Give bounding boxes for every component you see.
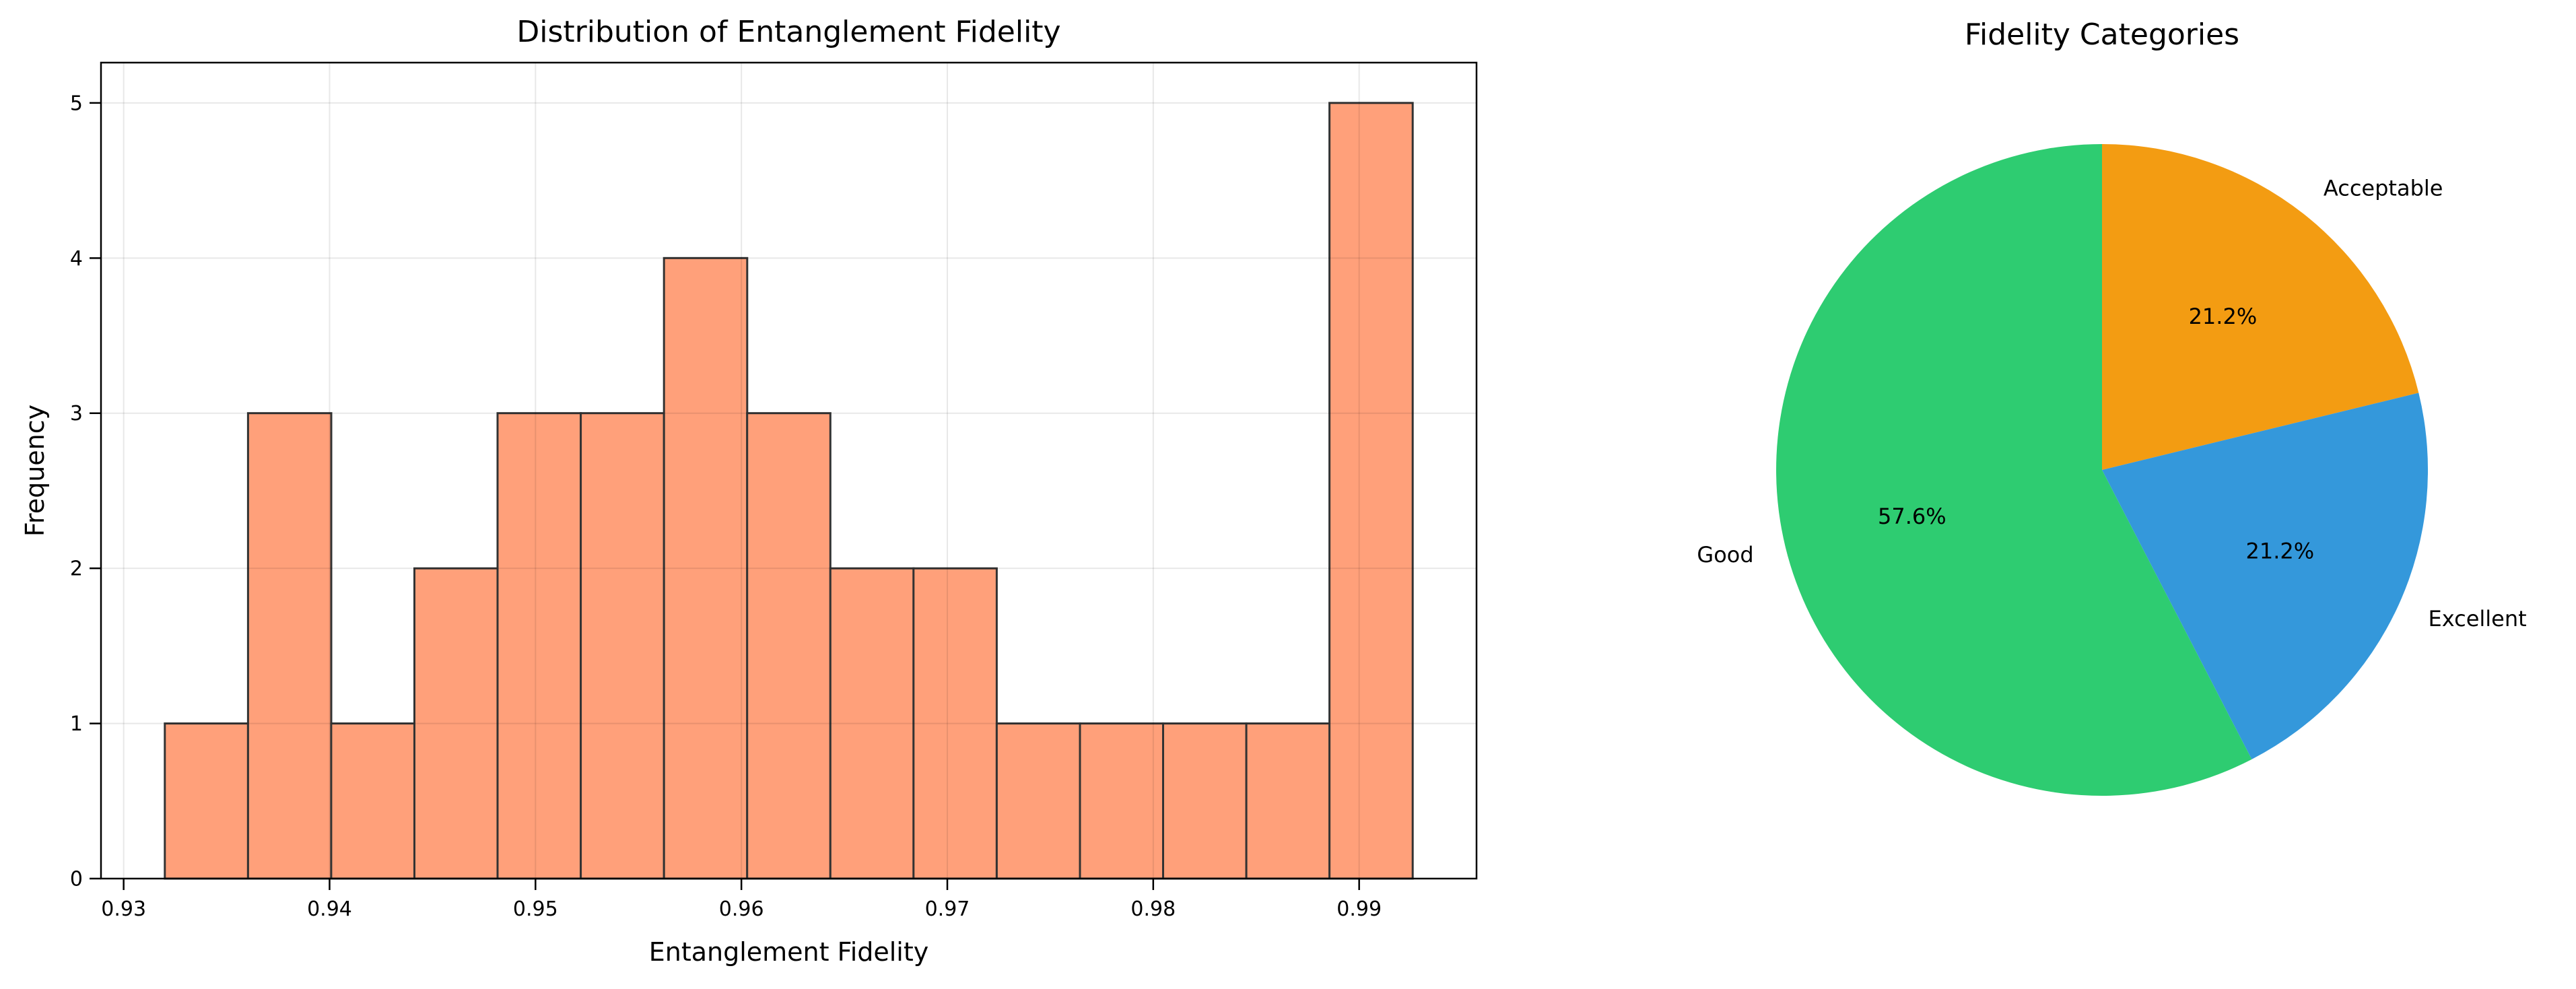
histogram-bar (746, 412, 832, 880)
y-axis-ticks: 0 1 2 3 4 5 (70, 92, 101, 891)
pie-slice-acceptable (2102, 144, 2419, 470)
pie-label-acceptable: Acceptable (2324, 176, 2443, 201)
pie-label-good: Good (1697, 542, 1753, 568)
x-tick-label: 0.98 (1130, 897, 1176, 921)
histogram-bar (663, 257, 749, 880)
y-tick-label: 2 (70, 557, 83, 581)
x-tick-label: 0.99 (1336, 897, 1382, 921)
histogram-bars (164, 102, 1414, 880)
y-tick-label: 4 (70, 247, 83, 271)
pie-label-excellent: Excellent (2429, 606, 2527, 632)
x-axis-label: Entanglement Fidelity (648, 937, 929, 967)
histogram-bar (1245, 722, 1331, 880)
y-tick-label: 5 (70, 92, 83, 115)
pie-slice-excellent (2102, 393, 2429, 759)
axes-spines (100, 61, 1478, 880)
y-tick-label: 1 (70, 712, 83, 736)
y-tick-label: 3 (70, 402, 83, 425)
histogram-bar (1079, 722, 1165, 880)
pie-slice-good (1776, 144, 2252, 796)
histogram-bar (496, 412, 582, 880)
histogram-bar (246, 412, 333, 880)
x-tick-label: 0.97 (925, 897, 970, 921)
pie-pct-label-good: 57.6% (1878, 504, 1946, 529)
histogram-bar (1328, 102, 1414, 880)
y-axis-label: Frequency (20, 404, 50, 537)
pie-chart: Acceptable 21.2% Excellent 21.2% Good 57.6% (1697, 144, 2527, 796)
y-tick-label: 0 (70, 868, 83, 891)
x-tick-label: 0.96 (719, 897, 764, 921)
pie-pct-label-excellent: 21.2% (2245, 539, 2314, 564)
histogram-bar (164, 722, 249, 880)
histogram-bar (330, 722, 415, 880)
histogram-bar (1162, 722, 1248, 880)
pie-pct-label-acceptable: 21.2% (2189, 304, 2258, 329)
x-tick-label: 0.94 (307, 897, 352, 921)
histogram-bar (995, 722, 1081, 880)
histogram-plot: 0.93 0.94 0.95 0.96 0.97 0.98 0.99 0 1 2 3 4 5 (70, 61, 1478, 921)
x-tick-label: 0.95 (513, 897, 558, 921)
x-axis-ticks: 0.93 0.94 0.95 0.96 0.97 0.98 0.99 (101, 879, 1382, 921)
pie-title: Fidelity Categories (1964, 18, 2240, 52)
histogram-title: Distribution of Entanglement Fidelity (516, 15, 1061, 49)
x-tick-label: 0.93 (101, 897, 146, 921)
histogram-bar (912, 567, 998, 880)
grid-lines (101, 63, 1477, 879)
histogram-bar (580, 412, 665, 880)
histogram-bar (413, 567, 499, 880)
histogram-bar (829, 567, 915, 880)
